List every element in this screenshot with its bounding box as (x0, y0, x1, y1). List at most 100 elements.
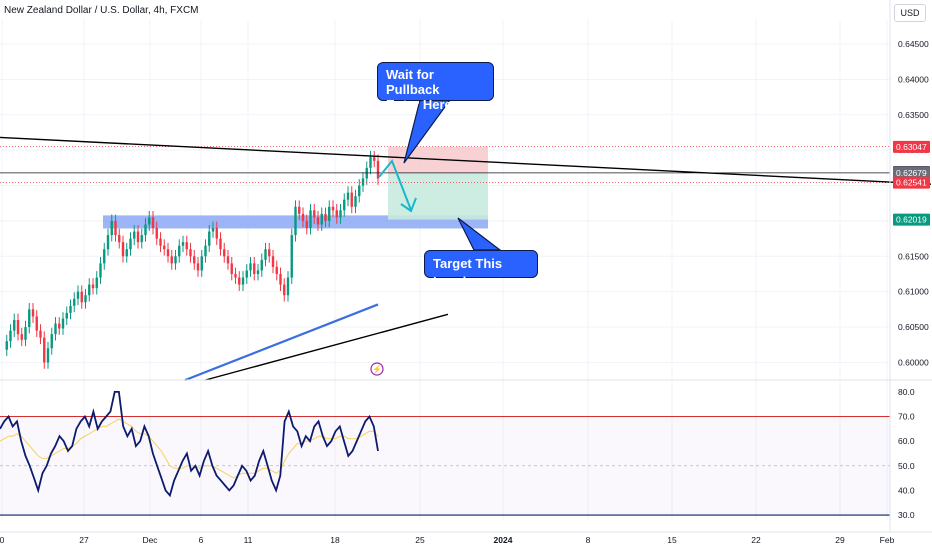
x-tick-label: 27 (79, 535, 89, 545)
candle-body-1 (5, 341, 8, 350)
candle-body-79 (298, 206, 301, 214)
take-profit-zone (388, 172, 488, 220)
candle-body-29 (110, 220, 113, 236)
x-tick-label: Dec (142, 535, 158, 545)
candle-body-8 (31, 309, 35, 317)
candle-body-64 (241, 277, 245, 285)
rsi-tick-label: 40.0 (898, 485, 915, 495)
candle-body-32 (121, 242, 125, 257)
x-tick-label: 25 (415, 535, 425, 545)
candle-body-68 (256, 270, 260, 274)
rsi-line (0, 390, 379, 498)
candle-body-54 (204, 245, 207, 257)
price-tag-take-profit (893, 213, 930, 226)
y-tick-label: 0.61500 (898, 251, 929, 261)
candle-body-7 (28, 309, 31, 328)
x-tick-label: 0 (0, 535, 5, 545)
candle-body-35 (133, 231, 136, 239)
candle-body-46 (174, 256, 177, 264)
trendline-blue-support (184, 303, 379, 382)
candle-body-80 (301, 213, 305, 221)
candle-body-90 (339, 210, 342, 218)
candle-body-48 (181, 242, 185, 246)
candle-body-41 (155, 228, 158, 239)
x-tick-label: 2024 (494, 535, 513, 545)
entry-callout: Wait for Pullback Enter Here (377, 62, 494, 112)
candle-body-88 (331, 206, 335, 211)
price-tag-stop-loss (893, 140, 930, 153)
candle-body-61 (230, 263, 233, 274)
candle-body-51 (193, 256, 196, 264)
candle-body-77 (290, 235, 293, 278)
candle-body-18 (69, 305, 72, 313)
y-tick-label: 0.61000 (898, 287, 929, 297)
candle-body-81 (305, 220, 308, 229)
x-tick-label: 29 (835, 535, 845, 545)
price-tag-label-take-profit: 0.62019 (896, 215, 927, 225)
trendline-black-support (204, 313, 449, 381)
candle-body-44 (166, 249, 170, 257)
price-tag-label-marker: 0.62541 (896, 178, 927, 188)
candle-body-72 (271, 256, 275, 267)
candle-body-26 (99, 263, 102, 278)
x-tick-label: 6 (199, 535, 204, 545)
price-tag-entry (893, 166, 930, 179)
x-tick-label: 8 (586, 535, 591, 545)
candle-body-95 (358, 185, 361, 197)
candle-body-85 (320, 213, 323, 225)
lightning-icon: ⚡ (372, 364, 382, 374)
candle-body-28 (106, 235, 110, 250)
candle-body-40 (151, 217, 155, 229)
candle-body-21 (80, 291, 83, 303)
candle-body-23 (88, 284, 91, 296)
candle-body-24 (91, 284, 95, 289)
candle-body-49 (185, 242, 188, 250)
price-tag-marker (893, 176, 930, 189)
projection-arrow (378, 159, 412, 211)
rsi-tick-label: 70.0 (898, 412, 915, 422)
candle-body-98 (369, 157, 372, 168)
candle-body-52 (196, 263, 200, 271)
candle-body-82 (309, 210, 312, 229)
candle-body-53 (200, 256, 203, 271)
currency-button[interactable]: USD (894, 4, 926, 22)
x-tick-label: 18 (330, 535, 340, 545)
candle-body-6 (24, 327, 27, 340)
candle-body-30 (114, 220, 117, 236)
candle-body-71 (268, 249, 271, 257)
candle-body-27 (103, 249, 106, 264)
candle-body-31 (118, 235, 121, 243)
candle-body-22 (84, 295, 87, 303)
candle-body-11 (43, 337, 46, 363)
candle-body-17 (65, 312, 68, 319)
candle-body-25 (95, 277, 98, 289)
candle-body-59 (223, 249, 226, 257)
projection-arrowhead (400, 197, 417, 213)
candle-body-93 (350, 192, 353, 207)
candle-body-83 (313, 210, 316, 218)
y-tick-label: 0.64500 (898, 39, 929, 49)
candle-body-13 (50, 334, 53, 349)
candle-body-2 (9, 330, 12, 342)
candle-body-38 (144, 224, 147, 236)
price-tag-label-stop-loss: 0.63047 (896, 142, 927, 152)
candle-body-55 (208, 231, 211, 246)
x-tick-label: Feb (880, 535, 895, 545)
y-tick-label: 0.60000 (898, 357, 929, 367)
candle-body-57 (215, 228, 218, 239)
rsi-tick-label: 60.0 (898, 436, 915, 446)
candle-body-43 (163, 245, 166, 250)
candle-body-87 (328, 206, 331, 221)
candle-body-73 (275, 266, 278, 274)
candle-body-84 (316, 217, 320, 225)
candle-body-16 (61, 318, 65, 329)
candle-body-39 (148, 217, 151, 225)
candle-body-92 (346, 192, 350, 200)
candle-body-69 (260, 259, 263, 271)
candle-body-19 (73, 298, 76, 306)
candle-body-63 (238, 277, 241, 285)
candle-body-20 (76, 291, 80, 299)
x-tick-label: 22 (751, 535, 761, 545)
